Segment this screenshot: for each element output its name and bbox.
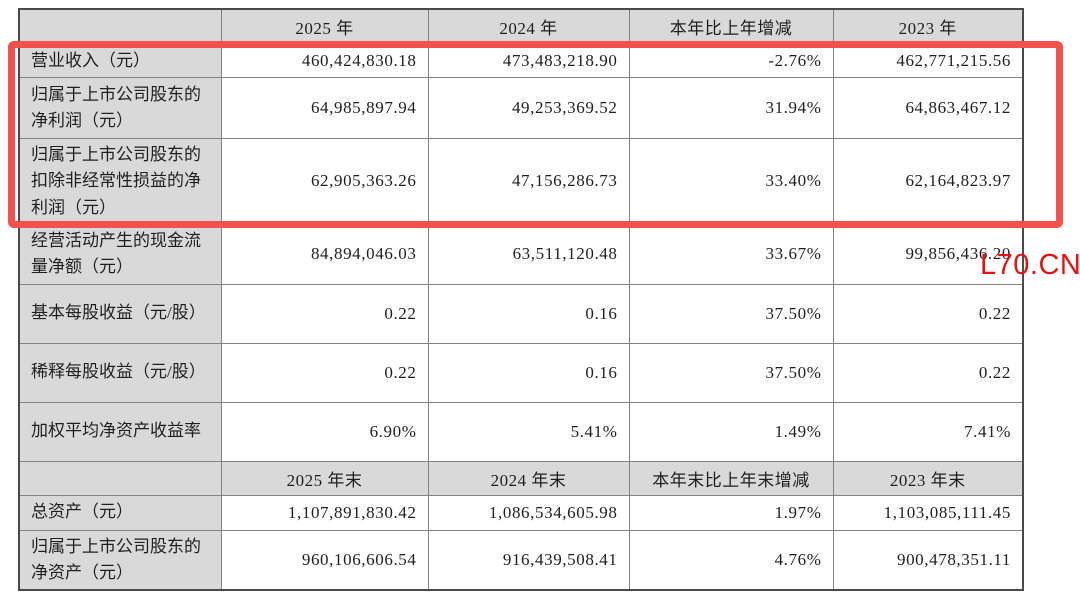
cell-value: 47,156,286.73 <box>427 137 630 225</box>
header-2024: 2024 年 <box>427 8 630 45</box>
corner-cell <box>18 460 222 496</box>
cell-value: 63,511,120.48 <box>427 223 630 285</box>
header-2023-end: 2023 年末 <box>832 460 1024 496</box>
cell-value: 0.22 <box>220 342 429 403</box>
cell-value: 7.41% <box>832 401 1024 462</box>
cell-value: 960,106,606.54 <box>220 529 429 591</box>
cell-value: 0.16 <box>427 283 630 344</box>
row-label-basic-eps: 基本每股收益（元/股） <box>18 283 222 344</box>
financial-summary-table: 2025 年 2024 年 本年比上年增减 2023 年 营业收入（元） 460… <box>18 8 1024 592</box>
cell-value: 0.22 <box>832 342 1024 403</box>
cell-value: 4.76% <box>628 529 834 591</box>
table-row: 归属于上市公司股东的净利润（元） 64,985,897.94 49,253,36… <box>18 76 1024 139</box>
cell-value: 1.49% <box>628 401 834 462</box>
header-2025: 2025 年 <box>220 8 429 45</box>
cell-value: 0.22 <box>220 283 429 344</box>
row-label-deducted-net-profit: 归属于上市公司股东的扣除非经常性损益的净利润（元） <box>18 137 222 225</box>
header-2025-end: 2025 年末 <box>220 460 429 496</box>
cell-value: 37.50% <box>628 342 834 403</box>
header-2023: 2023 年 <box>832 8 1024 45</box>
row-label-net-assets: 归属于上市公司股东的净资产（元） <box>18 529 222 591</box>
row-label-operating-cash-flow: 经营活动产生的现金流量净额（元） <box>18 223 222 285</box>
table-row: 归属于上市公司股东的扣除非经常性损益的净利润（元） 62,905,363.26 … <box>18 137 1024 225</box>
header-row-primary: 2025 年 2024 年 本年比上年增减 2023 年 <box>18 8 1024 45</box>
header-yoy-end-change: 本年末比上年末增减 <box>628 460 834 496</box>
cell-value: 6.90% <box>220 401 429 462</box>
header-yoy-change: 本年比上年增减 <box>628 8 834 45</box>
cell-value: 460,424,830.18 <box>220 43 429 78</box>
header-2024-end: 2024 年末 <box>427 460 630 496</box>
cell-value: 64,985,897.94 <box>220 76 429 139</box>
cell-value: 1,086,534,605.98 <box>427 494 630 531</box>
cell-value: 1,103,085,111.45 <box>832 494 1024 531</box>
row-label-weighted-avg-roe: 加权平均净资产收益率 <box>18 401 222 462</box>
watermark: L70.CN <box>980 249 1080 281</box>
row-label-total-assets: 总资产（元） <box>18 494 222 531</box>
cell-value: 31.94% <box>628 76 834 139</box>
table-row: 营业收入（元） 460,424,830.18 473,483,218.90 -2… <box>18 43 1024 78</box>
cell-value: 916,439,508.41 <box>427 529 630 591</box>
cell-value: 33.67% <box>628 223 834 285</box>
cell-value: 900,478,351.11 <box>832 529 1024 591</box>
cell-value: 84,894,046.03 <box>220 223 429 285</box>
row-label-net-profit: 归属于上市公司股东的净利润（元） <box>18 76 222 139</box>
cell-value: 0.22 <box>832 283 1024 344</box>
table-row: 归属于上市公司股东的净资产（元） 960,106,606.54 916,439,… <box>18 529 1024 591</box>
cell-value: 1.97% <box>628 494 834 531</box>
table-row: 稀释每股收益（元/股） 0.22 0.16 37.50% 0.22 <box>18 342 1024 403</box>
cell-value: 49,253,369.52 <box>427 76 630 139</box>
row-label-diluted-eps: 稀释每股收益（元/股） <box>18 342 222 403</box>
cell-value: 99,856,436.20 <box>832 223 1024 285</box>
cell-value: 0.16 <box>427 342 630 403</box>
cell-value: 473,483,218.90 <box>427 43 630 78</box>
table-row: 加权平均净资产收益率 6.90% 5.41% 1.49% 7.41% <box>18 401 1024 462</box>
cell-value: 62,905,363.26 <box>220 137 429 225</box>
cell-value: 64,863,467.12 <box>832 76 1024 139</box>
cell-value: 5.41% <box>427 401 630 462</box>
cell-value: 33.40% <box>628 137 834 225</box>
cell-value: 37.50% <box>628 283 834 344</box>
cell-value: 1,107,891,830.42 <box>220 494 429 531</box>
table-row: 经营活动产生的现金流量净额（元） 84,894,046.03 63,511,12… <box>18 223 1024 285</box>
table-row: 总资产（元） 1,107,891,830.42 1,086,534,605.98… <box>18 494 1024 531</box>
header-row-secondary: 2025 年末 2024 年末 本年末比上年末增减 2023 年末 <box>18 460 1024 496</box>
cell-value: 62,164,823.97 <box>832 137 1024 225</box>
corner-cell <box>18 8 222 45</box>
table-row: 基本每股收益（元/股） 0.22 0.16 37.50% 0.22 <box>18 283 1024 344</box>
row-label-revenue: 营业收入（元） <box>18 43 222 78</box>
cell-value: 462,771,215.56 <box>832 43 1024 78</box>
cell-value: -2.76% <box>628 43 834 78</box>
